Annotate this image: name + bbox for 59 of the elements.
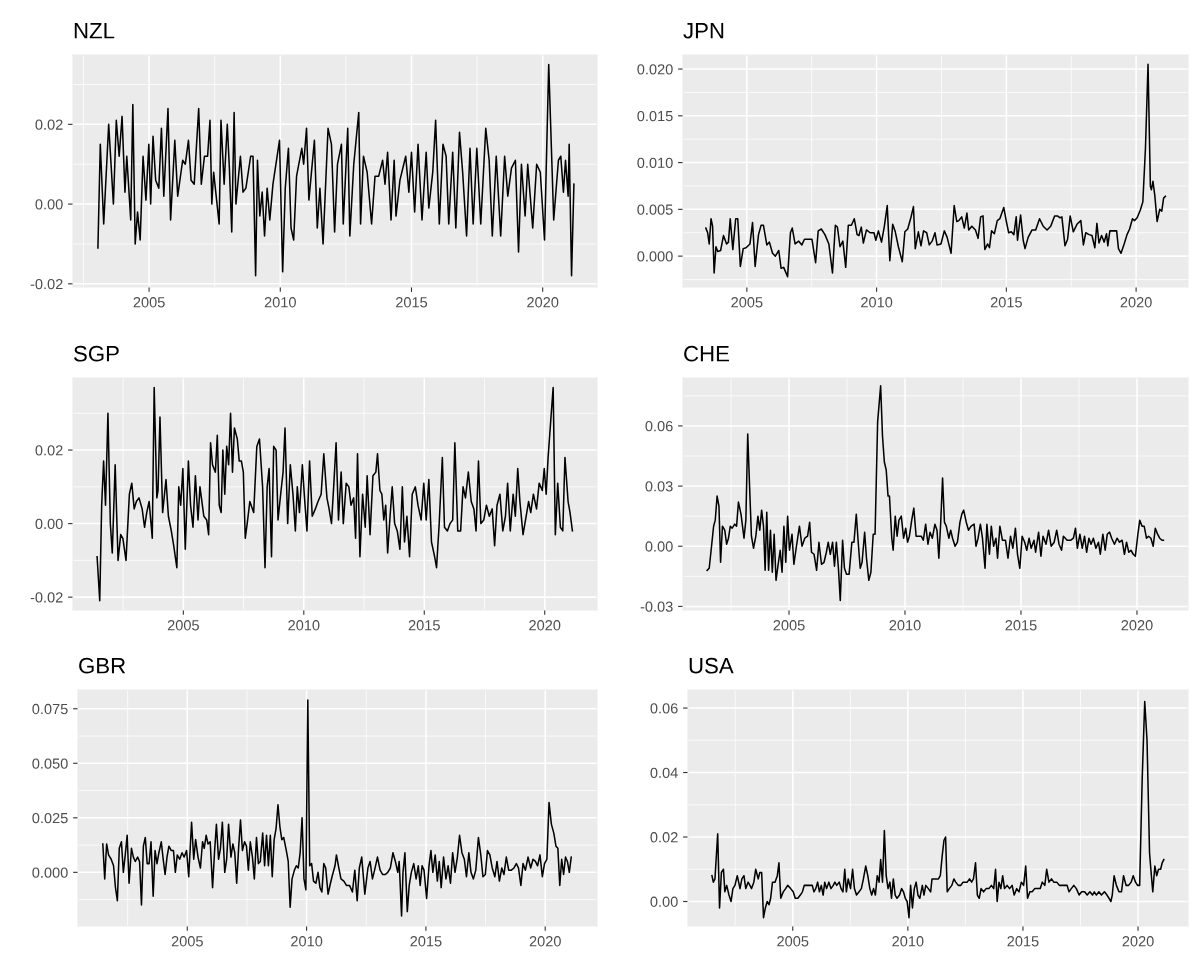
x-tick-label: 2020: [529, 620, 561, 631]
line-series: [96, 386, 574, 602]
line-series: [102, 699, 572, 917]
x-tick-label: 2005: [731, 297, 763, 308]
y-tick-label: 0.020: [637, 64, 673, 75]
x-tick-label: 2020: [1122, 936, 1154, 947]
line-series: [711, 700, 1165, 919]
x-tick-label: 2005: [773, 620, 805, 631]
x-tick-label: 2005: [133, 297, 165, 308]
y-tick-label: 0.015: [637, 110, 673, 122]
y-tick-label: -0.03: [640, 601, 673, 612]
y-tick-label: 0.00: [650, 896, 678, 907]
y-tick-label: 0.00: [35, 518, 63, 530]
chart-title: NZL: [74, 23, 115, 39]
x-tick-label: 2005: [777, 936, 809, 947]
line-series: [706, 385, 1165, 602]
y-tick-label: 0.02: [650, 832, 678, 843]
x-tick-label: 2010: [291, 936, 323, 947]
y-tick-label: 0.000: [637, 251, 673, 262]
y-tick-label: 0.00: [645, 541, 673, 552]
chart-title: JPN: [683, 23, 724, 39]
x-tick-label: 2020: [1120, 297, 1152, 308]
x-tick-label: 2015: [408, 620, 440, 631]
x-tick-label: 2020: [527, 297, 559, 308]
chart-title: SGP: [74, 345, 119, 362]
x-tick-label: 2010: [889, 620, 921, 631]
x-tick-label: 2010: [264, 297, 296, 308]
y-tick-label: 0.02: [35, 119, 63, 130]
y-tick-label: 0.06: [650, 703, 678, 714]
x-tick-label: 2010: [288, 620, 320, 631]
x-tick-label: 2015: [1007, 936, 1039, 947]
y-tick-label: 0.000: [32, 867, 68, 878]
y-tick-label: 0.03: [645, 481, 673, 492]
x-tick-label: 2020: [529, 936, 561, 947]
y-tick-label: 0.025: [32, 812, 68, 824]
chart-title: GBR: [79, 657, 126, 674]
y-tick-label: 0.04: [650, 767, 678, 778]
x-tick-label: 2010: [892, 936, 924, 947]
y-tick-label: 0.050: [32, 758, 68, 769]
y-tick-label: 0.075: [32, 703, 68, 715]
x-tick-label: 2020: [1121, 620, 1153, 631]
line-series: [705, 63, 1167, 278]
x-tick-label: 2015: [410, 936, 442, 947]
chart-title: CHE: [684, 345, 729, 362]
x-tick-label: 2005: [171, 936, 203, 947]
y-tick-label: 0.005: [637, 204, 673, 215]
y-tick-label: 0.06: [645, 421, 673, 432]
y-tick-label: 0.00: [35, 199, 63, 210]
x-tick-label: 2005: [167, 620, 199, 631]
x-tick-label: 2015: [1005, 620, 1037, 631]
x-tick-label: 2015: [396, 297, 428, 308]
x-tick-label: 2015: [990, 297, 1022, 308]
chart-title: USA: [689, 657, 734, 674]
y-tick-label: -0.02: [30, 592, 63, 603]
y-tick-label: -0.02: [30, 278, 63, 290]
y-tick-label: 0.02: [35, 445, 63, 456]
x-tick-label: 2010: [861, 297, 893, 308]
y-tick-label: 0.010: [637, 157, 673, 169]
line-series: [97, 63, 575, 277]
